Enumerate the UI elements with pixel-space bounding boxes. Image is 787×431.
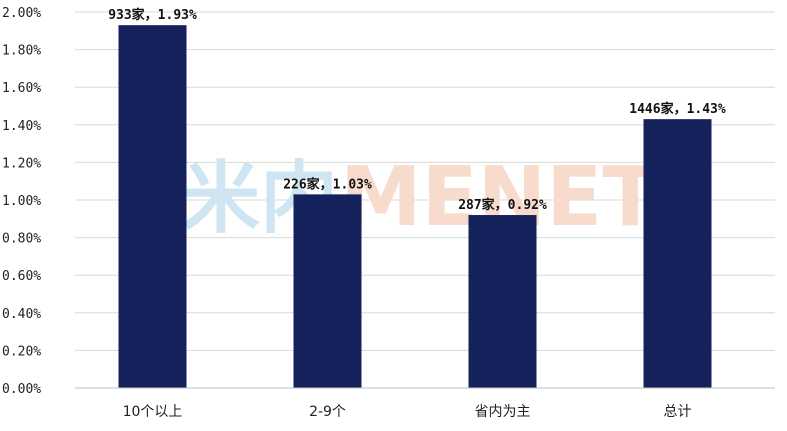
x-category-label: 省内为主 bbox=[475, 404, 531, 420]
x-axis-category-labels: 10个以上 2-9个 省内为主 总计 bbox=[123, 404, 692, 420]
x-category-label: 2-9个 bbox=[309, 404, 346, 420]
bar-data-label: 1446家，1.43% bbox=[629, 101, 726, 117]
y-tick-label: 0.20% bbox=[2, 344, 41, 359]
y-tick-label: 2.00% bbox=[2, 6, 41, 21]
y-tick-label: 1.20% bbox=[2, 156, 41, 171]
y-tick-label: 0.40% bbox=[2, 307, 41, 322]
y-tick-label: 1.00% bbox=[2, 194, 41, 209]
data-labels: 933家，1.93% 226家，1.03% 287家，0.92% 1446家，1.43… bbox=[108, 7, 726, 213]
y-tick-label: 0.80% bbox=[2, 232, 41, 247]
x-category-label: 总计 bbox=[664, 404, 692, 420]
y-tick-label: 0.60% bbox=[2, 269, 41, 284]
y-tick-label: 1.40% bbox=[2, 119, 41, 134]
y-tick-label: 0.00% bbox=[2, 382, 41, 397]
bar-data-label: 226家，1.03% bbox=[283, 176, 372, 192]
watermark: 米内 MENET bbox=[182, 150, 658, 245]
bar bbox=[118, 25, 187, 388]
y-tick-label: 1.60% bbox=[2, 81, 41, 96]
bar-data-label: 287家，0.92% bbox=[458, 197, 547, 213]
y-tick-label: 1.80% bbox=[2, 44, 41, 59]
y-axis-tick-labels: 0.00% 0.20% 0.40% 0.60% 0.80% 1.00% 1.20% 1.40%… bbox=[2, 6, 41, 397]
bar bbox=[468, 215, 537, 388]
bar-data-label: 933家，1.93% bbox=[108, 7, 197, 23]
x-category-label: 10个以上 bbox=[123, 404, 183, 420]
bar bbox=[643, 119, 712, 388]
bars bbox=[118, 25, 712, 388]
bar bbox=[293, 194, 362, 388]
gridlines bbox=[75, 11, 775, 351]
